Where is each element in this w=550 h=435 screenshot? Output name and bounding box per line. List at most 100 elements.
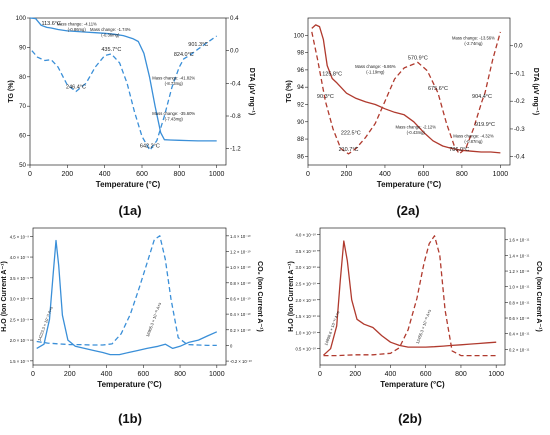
annotation-label: 113.6°C <box>41 21 61 27</box>
y-right-tick-label: 0.4 × 10⁻¹¹ <box>509 332 530 337</box>
y-right-tick-label: 1.2 × 10⁻¹⁰ <box>230 249 251 254</box>
chart-2a: 0 200 400 600 800 1000 86 88 90 92 94 96 98 100 -0.4 -0… <box>286 17 539 218</box>
x-tick-label: 200 <box>341 171 353 178</box>
y-left-tick-label: 90 <box>19 44 26 51</box>
annotation-label: 904.4°C <box>472 94 492 100</box>
x-tick-label: 800 <box>455 371 467 378</box>
y-left-tick-label: 4.5 × 10⁻⁹ <box>10 234 29 239</box>
annotation-label: 675.6°C <box>428 86 448 92</box>
annotation-label: 90.3°C <box>317 94 334 100</box>
x-tick-label: 1000 <box>209 171 225 178</box>
annotation-label: 919.9°C <box>475 122 495 128</box>
y-left-tick-label: 4.0 × 10⁻¹⁰ <box>295 233 316 238</box>
y-right-tick-label: -0.2 × 10⁻¹⁰ <box>230 359 252 364</box>
y-right-tick-label: -0.1 <box>514 70 525 77</box>
annotation-label: 786.0°C <box>449 147 469 153</box>
dashed-series-line <box>31 35 218 151</box>
solid-series-line <box>29 17 217 142</box>
mass-change-label: Mass change: -4.32% <box>453 133 494 138</box>
y-right-tick-label: -0.3 <box>514 126 525 133</box>
mass-change-label: (-0.87mg) <box>464 139 483 144</box>
y-right-tick-label: 0.0 <box>514 43 523 50</box>
x-tick-label: 0 <box>318 371 322 378</box>
x-tick-label: 400 <box>99 171 111 178</box>
x-tick-label: 1000 <box>493 171 509 178</box>
y-right-tick-label: -0.4 <box>514 154 525 161</box>
x-axis-title: Temperature (°C) <box>97 380 162 389</box>
annotation-label: 14856.6 × 10⁻¹¹ A×s <box>323 310 340 346</box>
x-tick-label: 0 <box>306 171 310 178</box>
x-tick-label: 200 <box>349 371 361 378</box>
plot-frame <box>307 17 511 166</box>
x-axis-title: Temperature (°C) <box>377 180 442 189</box>
y-left-tick-label: 70 <box>19 103 26 110</box>
y-left-tick-label: 80 <box>19 74 26 81</box>
y-right-tick-label: 1.0 × 10⁻¹¹ <box>509 285 530 290</box>
y-left-tick-label: 98 <box>297 50 304 57</box>
mass-change-label: Mass change: -4.11% <box>57 21 97 26</box>
y-right-tick-label: 0.0 <box>230 48 239 55</box>
y-left-tick-label: 1.5 × 10⁻⁹ <box>10 359 29 364</box>
x-tick-label: 0 <box>31 371 35 378</box>
y-right-tick-label: 0.2 × 10⁻¹¹ <box>509 347 530 352</box>
y-left-tick-label: 0.5 × 10⁻¹⁰ <box>295 347 316 352</box>
annotation-label: 222.5°C <box>341 130 361 136</box>
annotation-label: 246.4°C <box>66 85 86 91</box>
y-right-axis-title: CO₂ (Ion Current A⁻¹) <box>535 261 542 332</box>
y-right-axis-title: DTA (µV mg⁻¹) <box>532 68 539 115</box>
y-right-axis-title: CO₂ (Ion Current A⁻¹) <box>256 261 263 332</box>
mass-change-label: (-0.86mg) <box>68 27 87 32</box>
y-left-tick-label: 50 <box>19 162 26 169</box>
y-left-tick-label: 2.0 × 10⁻⁹ <box>10 338 29 343</box>
annotation-label: 901.3°C <box>188 42 208 48</box>
panel-label: (1b) <box>118 411 142 426</box>
y-left-tick-label: 2.5 × 10⁻⁹ <box>10 317 29 322</box>
y-left-axis-title: H₂O (Ion Current A⁻¹) <box>288 261 295 332</box>
mass-change-label: Mass change: -35.60% <box>152 111 195 116</box>
y-right-tick-label: 0.6 × 10⁻¹¹ <box>509 316 530 321</box>
y-left-tick-label: 1.0 × 10⁻¹⁰ <box>295 330 316 335</box>
y-left-tick-label: 3.0 × 10⁻⁹ <box>10 297 29 302</box>
y-left-axis-title: TG (%) <box>8 80 15 103</box>
x-tick-label: 800 <box>174 371 186 378</box>
y-left-tick-label: 4.0 × 10⁻⁹ <box>10 255 29 260</box>
mass-change-label: (-0.36mg) <box>101 33 120 38</box>
panel-label: (2b) <box>398 411 422 426</box>
plot-frame <box>319 227 506 366</box>
y-left-tick-label: 60 <box>19 133 26 140</box>
y-right-tick-label: 1.4 × 10⁻¹¹ <box>509 253 530 258</box>
y-right-tick-label: 0.8 × 10⁻¹¹ <box>509 300 530 305</box>
y-right-tick-label: 0.4 × 10⁻¹⁰ <box>230 312 251 317</box>
y-left-tick-label: 94 <box>297 84 304 91</box>
y-right-tick-label: -0.2 <box>514 98 525 105</box>
annotation-label: 435.7°C <box>101 47 121 53</box>
x-tick-label: 1000 <box>488 371 504 378</box>
plot-frame <box>32 227 227 366</box>
mass-change-label: Mass change: -13.56% <box>452 36 495 41</box>
x-tick-label: 600 <box>418 171 430 178</box>
plot-frame <box>29 17 227 166</box>
y-left-tick-label: 100 <box>294 32 305 39</box>
y-right-tick-label: 0.4 <box>230 15 239 22</box>
x-axis-title: Temperature (°C) <box>96 180 161 189</box>
y-left-tick-label: 96 <box>297 67 304 74</box>
x-tick-label: 200 <box>61 171 73 178</box>
y-right-tick-label: -1.2 <box>230 146 241 153</box>
y-right-tick-label: 1.4 × 10⁻¹⁰ <box>230 234 251 239</box>
x-tick-label: 400 <box>385 371 397 378</box>
x-tick-label: 800 <box>173 171 185 178</box>
y-right-tick-label: 0.8 × 10⁻¹⁰ <box>230 281 251 286</box>
mass-change-label: (-0.43mg) <box>407 130 426 135</box>
y-left-tick-label: 3.0 × 10⁻¹⁰ <box>295 265 316 270</box>
mass-change-label: Mass change: -1.74% <box>90 27 131 32</box>
x-tick-label: 600 <box>420 371 432 378</box>
x-tick-label: 600 <box>136 171 148 178</box>
y-left-tick-label: 100 <box>16 15 27 22</box>
annotation-label: 16965.3 × 10⁻¹¹ A×s <box>145 302 162 338</box>
annotation-label: 125.8°C <box>322 72 342 78</box>
y-left-tick-label: 1.5 × 10⁻¹⁰ <box>295 314 316 319</box>
y-left-tick-label: 88 <box>297 136 304 143</box>
y-left-tick-label: 3.5 × 10⁻⁹ <box>10 276 29 281</box>
solid-series-line <box>323 240 497 356</box>
